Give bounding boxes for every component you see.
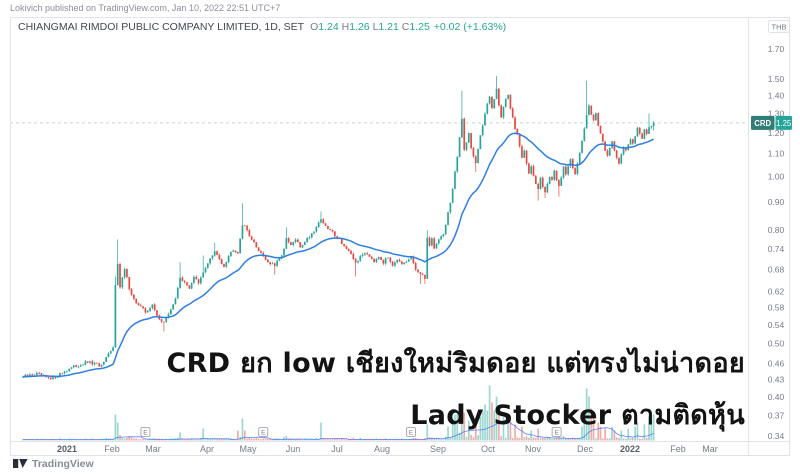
high-value: 1.26 <box>349 21 370 33</box>
low-key: L <box>372 21 379 33</box>
svg-text:1.70: 1.70 <box>768 44 785 54</box>
svg-text:0.68: 0.68 <box>768 264 785 274</box>
svg-text:CRD: CRD <box>754 119 771 128</box>
svg-text:1.00: 1.00 <box>768 172 785 182</box>
close-key: C <box>401 21 410 33</box>
svg-text:0.37: 0.37 <box>768 411 785 421</box>
svg-text:0.90: 0.90 <box>768 197 785 207</box>
svg-text:0.43: 0.43 <box>768 375 785 385</box>
svg-text:2021: 2021 <box>57 444 77 454</box>
annotation-text-2: Lady Stocker ตามติดหุ้น <box>410 400 745 431</box>
svg-text:E: E <box>143 430 148 437</box>
svg-text:2022: 2022 <box>620 444 640 454</box>
svg-text:Nov: Nov <box>525 444 542 454</box>
svg-text:May: May <box>239 444 257 454</box>
candles <box>22 75 655 381</box>
svg-text:E: E <box>554 430 559 437</box>
svg-text:Feb: Feb <box>670 444 686 454</box>
last-price-badge: CRD 1.25 <box>751 115 792 130</box>
svg-text:Aug: Aug <box>374 444 390 454</box>
svg-text:0.34: 0.34 <box>768 431 785 441</box>
change-value: +0.02 (+1.63%) <box>433 21 507 33</box>
svg-text:Jun: Jun <box>286 444 301 454</box>
chart-legend[interactable]: CHIANGMAI RIMDOI PUBLIC COMPANY LIMITED,… <box>18 21 506 33</box>
price-axis[interactable]: 1.70 1.50 1.40 1.30 1.20 1.10 1.00 0.90 0.80 0.74… <box>768 44 785 441</box>
svg-text:0.40: 0.40 <box>768 392 785 402</box>
annotation-text-1: CRD ยก low เชียงใหม่ริมดอย แต่ทรงไม่น่าด… <box>166 348 745 379</box>
svg-text:1.50: 1.50 <box>768 74 785 84</box>
svg-text:Dec: Dec <box>577 444 594 454</box>
close-value: 1.25 <box>409 21 430 33</box>
chart-frame <box>10 17 790 456</box>
svg-text:1.30: 1.30 <box>768 109 785 119</box>
publish-attribution: Lokivich published on TradingView.com, J… <box>10 3 281 13</box>
svg-text:Apr: Apr <box>200 444 214 454</box>
svg-text:Feb: Feb <box>104 444 120 454</box>
open-key: O <box>310 21 319 33</box>
low-value: 1.21 <box>378 21 399 33</box>
svg-text:0.50: 0.50 <box>768 338 785 348</box>
symbol-title: CHIANGMAI RIMDOI PUBLIC COMPANY LIMITED,… <box>18 21 305 33</box>
svg-text:0.54: 0.54 <box>768 320 785 330</box>
tradingview-logo-icon <box>13 459 28 468</box>
svg-text:Sep: Sep <box>430 444 446 454</box>
time-axis[interactable]: 2021 Feb Mar Apr May Jun Jul Aug Sep Oct Nov Dec 202… <box>57 444 718 454</box>
svg-text:E: E <box>261 430 266 437</box>
tradingview-logo[interactable]: TradingView <box>13 457 94 470</box>
currency-unit-box: THB <box>768 20 790 33</box>
svg-text:0.80: 0.80 <box>768 225 785 235</box>
svg-text:Jul: Jul <box>331 444 343 454</box>
svg-text:1.20: 1.20 <box>768 128 785 138</box>
svg-text:Mar: Mar <box>145 444 161 454</box>
ohlc-values: O1.24 H1.26 L1.21 C1.25 +0.02 (+1.63%) <box>310 21 506 33</box>
moving-average-line <box>22 132 654 378</box>
svg-text:0.46: 0.46 <box>768 358 785 368</box>
high-key: H <box>341 21 350 33</box>
volume-ma-line <box>23 422 654 441</box>
svg-text:1.10: 1.10 <box>768 149 785 159</box>
tradingview-logo-text: TradingView <box>32 457 94 470</box>
svg-text:0.74: 0.74 <box>768 244 785 254</box>
svg-text:THB: THB <box>772 23 787 32</box>
svg-text:Mar: Mar <box>702 444 718 454</box>
svg-text:E: E <box>409 430 414 437</box>
svg-text:1.25: 1.25 <box>776 119 792 128</box>
svg-text:0.62: 0.62 <box>768 287 785 297</box>
open-value: 1.24 <box>318 21 339 33</box>
svg-text:Oct: Oct <box>481 444 496 454</box>
svg-text:1.40: 1.40 <box>768 91 785 101</box>
svg-text:0.58: 0.58 <box>768 303 785 313</box>
